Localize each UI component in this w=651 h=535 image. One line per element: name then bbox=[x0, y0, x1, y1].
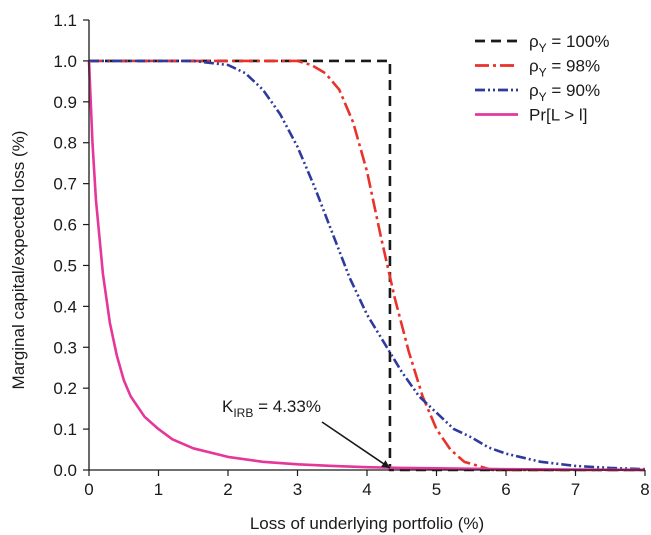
x-axis-title: Loss of underlying portfolio (%) bbox=[250, 514, 484, 533]
x-tick-label: 1 bbox=[154, 480, 163, 499]
y-tick-label: 0.9 bbox=[53, 93, 77, 112]
y-tick-label: 0.2 bbox=[53, 379, 77, 398]
annotation-arrow bbox=[321, 421, 391, 469]
x-tick-label: 6 bbox=[501, 480, 510, 499]
annotation-arrowhead bbox=[381, 460, 390, 468]
legend-label-2: ρY = 98% bbox=[529, 57, 600, 80]
y-tick-label: 0.5 bbox=[53, 256, 77, 275]
x-tick-label: 5 bbox=[432, 480, 441, 499]
series-line-3 bbox=[89, 59, 646, 471]
legend: ρY = 100%ρY = 98%ρY = 90% Pr[L > l] bbox=[475, 32, 610, 125]
y-tick-label: 0.3 bbox=[53, 338, 77, 357]
y-tick-label: 0.0 bbox=[53, 461, 77, 480]
y-tick-label: 1.0 bbox=[53, 52, 77, 71]
legend-label-3: ρY = 90% bbox=[529, 81, 600, 104]
x-tick-label: 0 bbox=[84, 480, 93, 499]
y-tick-label: 0.8 bbox=[53, 134, 77, 153]
y-tick-label: 0.1 bbox=[53, 420, 77, 439]
y-axis-title: Marginal capital/expected loss (%) bbox=[9, 131, 28, 390]
y-tick-label: 0.7 bbox=[53, 175, 77, 194]
x-tick-label: 8 bbox=[640, 480, 649, 499]
y-tick-label: 1.1 bbox=[53, 11, 77, 30]
series-line-4 bbox=[87, 60, 646, 472]
x-tick-label: 2 bbox=[223, 480, 232, 499]
series-line-2 bbox=[89, 59, 645, 472]
kirb-annotation: KIRB = 4.33% bbox=[222, 397, 391, 469]
x-tick-label: 7 bbox=[571, 480, 580, 499]
y-tick-label: 0.6 bbox=[53, 216, 77, 235]
x-tick-label: 3 bbox=[293, 480, 302, 499]
annotation-label: KIRB = 4.33% bbox=[222, 397, 321, 420]
legend-label-4: Pr[L > l] bbox=[529, 106, 587, 125]
x-tick-label: 4 bbox=[362, 480, 371, 499]
legend-label-1: ρY = 100% bbox=[529, 32, 610, 55]
axes-layer: 0 1 2 3 4 5 6 7 8 0.0 0.1 0.2 0.3 0.4 0.5 0.6 0.7 0.8 0.9 1… bbox=[53, 11, 649, 499]
y-tick-label: 0.4 bbox=[53, 297, 77, 316]
